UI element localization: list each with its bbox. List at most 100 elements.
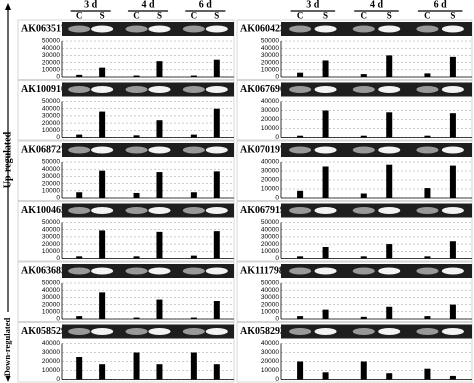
bar <box>190 75 197 77</box>
bar <box>133 135 140 138</box>
gel-band <box>125 86 148 93</box>
y-tick-label: 10000 <box>261 309 279 316</box>
gel-band <box>416 86 439 93</box>
y-tick-label: 20000 <box>42 241 60 248</box>
bar <box>190 255 197 259</box>
gel-band <box>441 328 464 335</box>
gel-band <box>205 25 228 33</box>
gel-band <box>91 267 114 275</box>
bar <box>386 55 393 77</box>
bar <box>360 361 367 380</box>
gel-image <box>281 143 472 157</box>
gel-band <box>148 267 171 275</box>
condition-label: S <box>323 11 328 21</box>
gel-image <box>281 203 472 218</box>
y-tick-label: 10000 <box>42 127 60 134</box>
y-tick-label: 0 <box>56 195 60 202</box>
y-tick-label: 10000 <box>42 309 60 316</box>
gel-band <box>289 25 312 33</box>
bar <box>190 192 197 198</box>
y-tick-label: 10000 <box>42 367 60 374</box>
gel-band <box>378 267 401 275</box>
y-tick-label: 40000 <box>42 105 60 112</box>
gel-band <box>148 25 171 33</box>
gel-band <box>441 25 464 33</box>
gel-band <box>125 328 148 335</box>
condition-label: S <box>450 11 455 21</box>
gel-band <box>378 146 401 154</box>
y-tick-label: 30000 <box>42 294 60 301</box>
bar <box>99 292 106 319</box>
condition-label: C <box>361 11 368 21</box>
y-tick-label: 20000 <box>42 358 60 365</box>
gel-image <box>62 264 234 278</box>
y-tick-label: 40000 <box>261 340 279 347</box>
bar <box>213 301 220 319</box>
gel-band <box>68 86 91 93</box>
bar <box>190 317 197 319</box>
y-tick-label: 0 <box>56 134 60 141</box>
y-tick-label: 0 <box>56 316 60 323</box>
y-tick-label: 30000 <box>42 113 60 120</box>
bar <box>99 67 106 77</box>
bar <box>386 306 393 319</box>
gel-band <box>416 267 439 275</box>
gel-band <box>205 146 228 154</box>
gel-band <box>378 328 401 335</box>
bar <box>156 364 163 380</box>
gel-image <box>62 203 234 218</box>
y-tick-label: 20000 <box>42 301 60 308</box>
bar <box>449 304 456 319</box>
y-tick-label: 10000 <box>42 188 60 195</box>
group-label: 3 d <box>84 0 98 10</box>
y-tick-label: 50000 <box>42 98 60 105</box>
y-tick-label: 0 <box>275 316 279 323</box>
gel-band <box>441 267 464 275</box>
condition-label: S <box>100 11 105 21</box>
gel-band <box>182 267 205 275</box>
y-tick-label: 50000 <box>42 219 60 226</box>
gel-band <box>125 25 148 33</box>
y-tick-label: 40000 <box>261 45 279 52</box>
gel-image <box>62 143 234 157</box>
gel-band <box>352 146 375 154</box>
y-tick-label: 30000 <box>261 294 279 301</box>
group-label: 6 d <box>199 0 213 10</box>
gel-image <box>62 82 234 97</box>
gel-image <box>281 264 472 278</box>
panel-frame <box>17 19 235 80</box>
y-tick-label: 20000 <box>261 358 279 365</box>
bar <box>156 299 163 319</box>
condition-label: S <box>157 11 162 21</box>
condition-label: S <box>214 11 219 21</box>
panel-frame <box>236 201 473 262</box>
gel-image <box>281 82 472 97</box>
bar <box>424 368 431 380</box>
bar <box>76 316 83 319</box>
gel-band <box>378 86 401 93</box>
gel-band <box>91 207 114 214</box>
bar <box>424 188 431 198</box>
panel-frame <box>17 140 235 201</box>
bar <box>424 256 431 259</box>
gel-band <box>289 328 312 335</box>
y-tick-label: 40000 <box>42 166 60 173</box>
y-tick-label: 10000 <box>261 186 279 193</box>
gel-band <box>125 267 148 275</box>
bar <box>76 192 83 198</box>
gel-band <box>352 207 375 214</box>
gel-band <box>314 328 337 335</box>
bar <box>322 309 329 319</box>
y-tick-label: 0 <box>275 376 279 383</box>
gel-band <box>416 207 439 214</box>
gel-image <box>281 22 472 36</box>
y-tick-label: 10000 <box>261 367 279 374</box>
group-label: 6 d <box>434 0 448 10</box>
bar <box>449 56 456 77</box>
gene-label: AK063685 <box>21 265 66 276</box>
condition-label: C <box>76 11 83 21</box>
bar <box>99 111 106 138</box>
y-tick-label: 20000 <box>42 59 60 66</box>
gene-label: AK111798 <box>240 265 284 276</box>
bar <box>156 231 163 259</box>
